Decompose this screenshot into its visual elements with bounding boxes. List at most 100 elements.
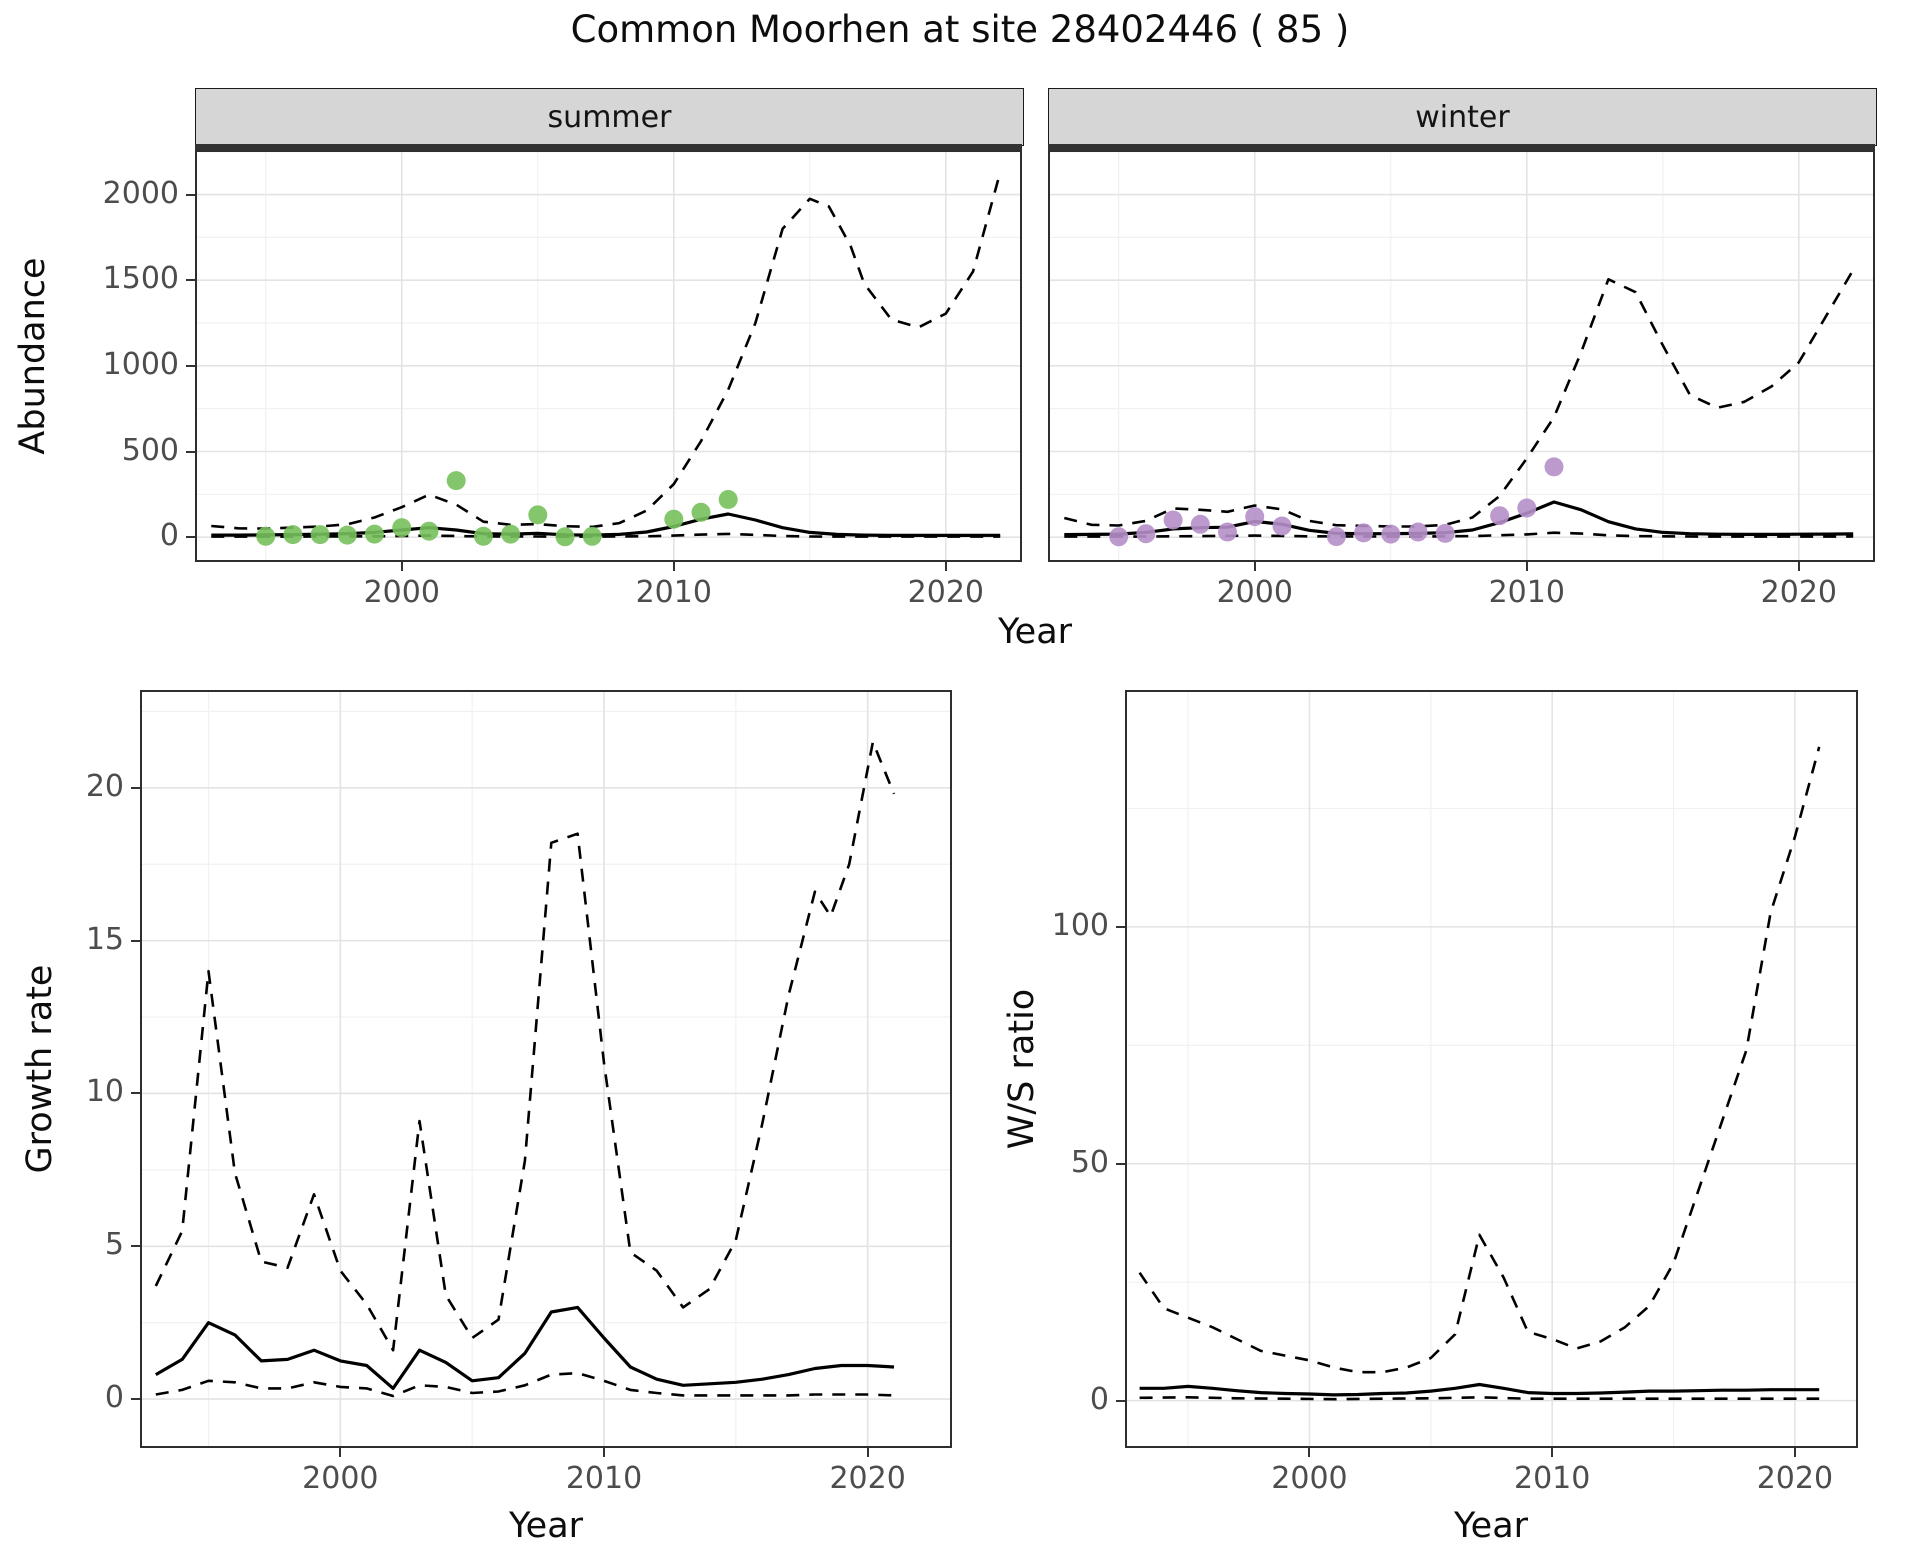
observed-point — [582, 526, 602, 546]
y-tick-mark — [131, 1245, 140, 1248]
observed-point — [1435, 523, 1455, 543]
series-upper-ci — [211, 171, 1002, 530]
plot-area-abundance-winter — [1048, 150, 1875, 562]
x-tick-label: 2010 — [565, 1461, 643, 1496]
series-fit — [1139, 1382, 1820, 1397]
observed-point — [337, 525, 357, 545]
y-tick-mark — [186, 193, 195, 196]
x-tick-label: 2020 — [1756, 1461, 1834, 1496]
y-tick-mark — [131, 1092, 140, 1095]
panel-background — [1048, 150, 1875, 562]
observed-point — [1245, 507, 1265, 527]
observed-point — [419, 521, 439, 541]
observed-point — [555, 527, 575, 547]
x-tick-label: 2000 — [363, 575, 440, 610]
observed-point — [1326, 527, 1346, 547]
panel-abundance-winter: 2000 2010 2020 — [1048, 150, 1875, 610]
observed-point — [528, 505, 548, 525]
panel-abundance-summer: 2000 2010 2020 0 500 1000 1500 2000 — [103, 150, 1022, 610]
x-tick-label: 2000 — [302, 1461, 379, 1496]
x-tick-mark — [1797, 562, 1800, 571]
observed-point — [1544, 457, 1564, 477]
plot-area-ws-ratio — [1125, 690, 1858, 1448]
plot-area-growth-rate — [140, 690, 952, 1448]
series-upper-ci — [1063, 269, 1855, 528]
x-tick-mark — [400, 562, 403, 571]
y-tick-mark — [186, 450, 195, 453]
observed-point — [365, 524, 384, 544]
y-tick-label: 20 — [85, 768, 124, 804]
x-tick-mark — [1551, 1448, 1554, 1457]
facet-strip-winter-underline — [1048, 144, 1875, 151]
observed-point — [1109, 527, 1129, 547]
x-tick-label: 2020 — [907, 575, 984, 610]
facet-strip-winter-label: winter — [1415, 99, 1510, 135]
y-tick-mark — [131, 939, 140, 942]
panel-border — [1048, 150, 1875, 562]
x-tick-mark — [672, 562, 675, 571]
y-tick-label: 10 — [85, 1074, 124, 1110]
observed-point — [1490, 506, 1510, 526]
series-upper-ci — [1138, 746, 1821, 1374]
panel-border — [140, 690, 952, 1448]
x-tick-mark — [944, 562, 947, 571]
x-tick-mark — [1253, 562, 1256, 571]
y-tick-label: 50 — [1070, 1144, 1109, 1180]
x-tick-mark — [603, 1448, 605, 1457]
x-tick-label: 2020 — [829, 1461, 906, 1496]
series-fit — [155, 1305, 895, 1390]
x-tick-mark — [1793, 1448, 1796, 1457]
observed-point — [1354, 523, 1374, 543]
y-tick-label: 2000 — [102, 175, 179, 211]
x-tick-label: 2000 — [1216, 575, 1293, 610]
observed-point — [1136, 524, 1156, 544]
y-tick-mark — [1116, 1399, 1125, 1402]
series-lower-ci — [155, 1371, 895, 1398]
y-tick-label: 0 — [159, 518, 179, 554]
observed-point — [664, 509, 684, 529]
y-axis-title-growth-rate: Growth rate — [20, 964, 60, 1174]
chart-title: Common Moorhen at site 28402446 ( 85 ) — [570, 8, 1350, 51]
y-tick-label: 1500 — [102, 261, 179, 297]
series-upper-ci — [154, 740, 896, 1352]
y-tick-label: 5 — [104, 1227, 124, 1263]
observed-point — [310, 525, 330, 545]
y-tick-mark — [186, 364, 195, 367]
y-tick-label: 15 — [85, 921, 124, 957]
observed-point — [1218, 522, 1237, 542]
panel-background — [1125, 690, 1858, 1448]
observed-point — [691, 502, 711, 522]
x-tick-label: 2020 — [1760, 575, 1837, 610]
y-tick-label: 1000 — [102, 346, 179, 382]
y-axis-title-abundance: Abundance — [13, 257, 53, 455]
y-tick-mark — [186, 279, 195, 282]
observed-point — [1408, 522, 1428, 542]
facet-strip-summer: summer — [195, 88, 1024, 146]
x-tick-mark — [1308, 1448, 1311, 1457]
x-tick-label: 2010 — [1513, 1461, 1591, 1496]
x-tick-mark — [1525, 562, 1528, 571]
observed-point — [718, 490, 738, 509]
x-tick-mark — [866, 1448, 869, 1457]
x-tick-label: 2000 — [1271, 1461, 1348, 1496]
y-tick-mark — [186, 536, 195, 539]
x-axis-title-ws-ratio: Year — [1453, 1506, 1529, 1546]
y-tick-label: 500 — [121, 432, 179, 468]
observed-point — [446, 471, 466, 491]
y-tick-mark — [1116, 1162, 1125, 1165]
x-tick-label: 2010 — [635, 575, 712, 610]
observed-point — [1163, 510, 1183, 530]
plot-area-abundance-summer — [195, 150, 1022, 562]
observed-point — [1381, 524, 1401, 544]
y-tick-mark — [131, 1398, 140, 1401]
x-axis-title-growth-rate: Year — [508, 1506, 584, 1546]
facet-strip-winter: winter — [1048, 88, 1877, 146]
panel-background — [195, 150, 1022, 562]
x-tick-label: 2010 — [1488, 575, 1565, 610]
y-tick-mark — [131, 786, 140, 789]
observed-point — [283, 525, 303, 545]
observed-point — [256, 526, 276, 546]
y-tick-label: 0 — [1089, 1381, 1109, 1417]
y-tick-label: 0 — [104, 1380, 124, 1416]
